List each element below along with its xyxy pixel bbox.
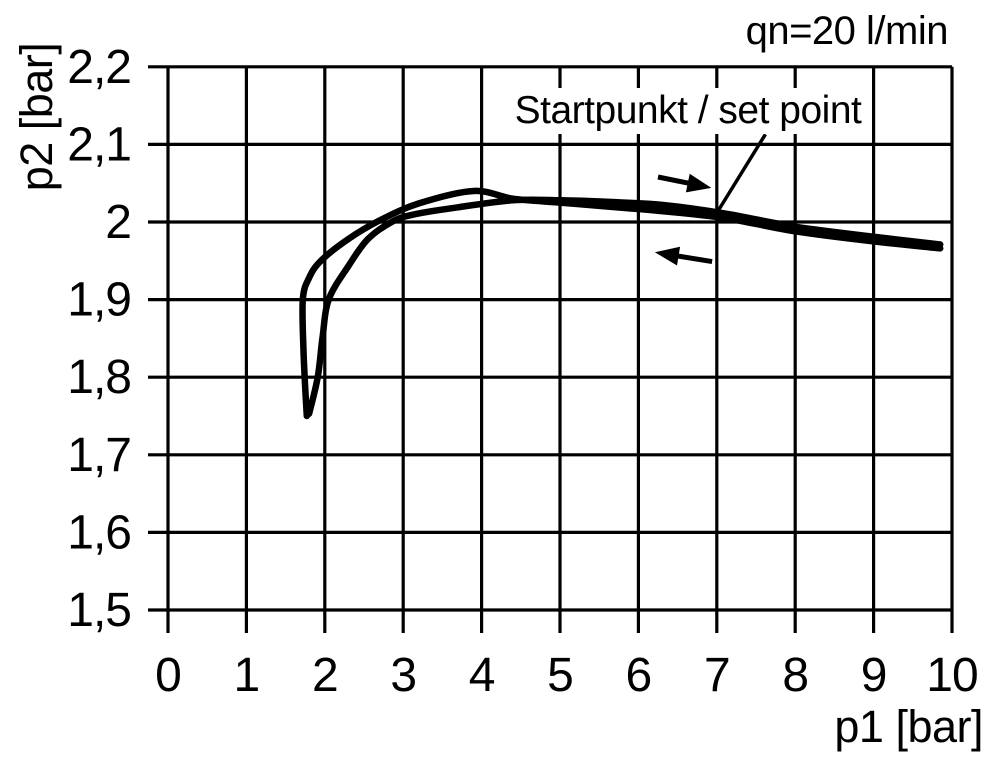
y-tick-label: 1,6: [67, 506, 131, 559]
set-point-annotation: Startpunkt / set point: [508, 88, 868, 134]
chart-title: qn=20 l/min: [745, 9, 949, 53]
y-tick-label: 1,5: [67, 584, 131, 637]
x-tick-label: 3: [390, 649, 416, 702]
y-tick-label: 2,1: [67, 118, 131, 171]
y-tick-label: 1,8: [67, 351, 131, 404]
x-tick-label: 8: [782, 649, 808, 702]
y-axis-title: p2 [bar]: [11, 42, 62, 192]
arrow-left-icon: [654, 246, 681, 266]
arrow-right-icon: [685, 173, 712, 193]
x-tick-label: 5: [547, 649, 573, 702]
x-tick-label: 6: [626, 649, 652, 702]
curve-p1-decreasing: [305, 196, 944, 417]
x-tick-label: 10: [926, 649, 977, 702]
x-tick-label: 0: [155, 649, 181, 702]
x-tick-label: 7: [704, 649, 730, 702]
set-point-leader-line: [714, 133, 767, 216]
y-tick-label: 2,2: [67, 41, 131, 94]
x-tick-label: 2: [312, 649, 338, 702]
y-tick-label: 1,7: [67, 429, 131, 482]
x-tick-label: 4: [469, 649, 495, 702]
x-axis-title: p1 [bar]: [834, 701, 983, 752]
arrow-right-icon-shaft: [657, 174, 693, 187]
arrow-left-icon-shaft: [674, 253, 713, 265]
x-tick-label: 9: [861, 649, 887, 702]
curve-p1-increasing: [299, 187, 944, 420]
x-tick-label: 1: [234, 649, 260, 702]
y-tick-label: 2: [105, 196, 131, 249]
y-tick-label: 1,9: [67, 274, 131, 327]
